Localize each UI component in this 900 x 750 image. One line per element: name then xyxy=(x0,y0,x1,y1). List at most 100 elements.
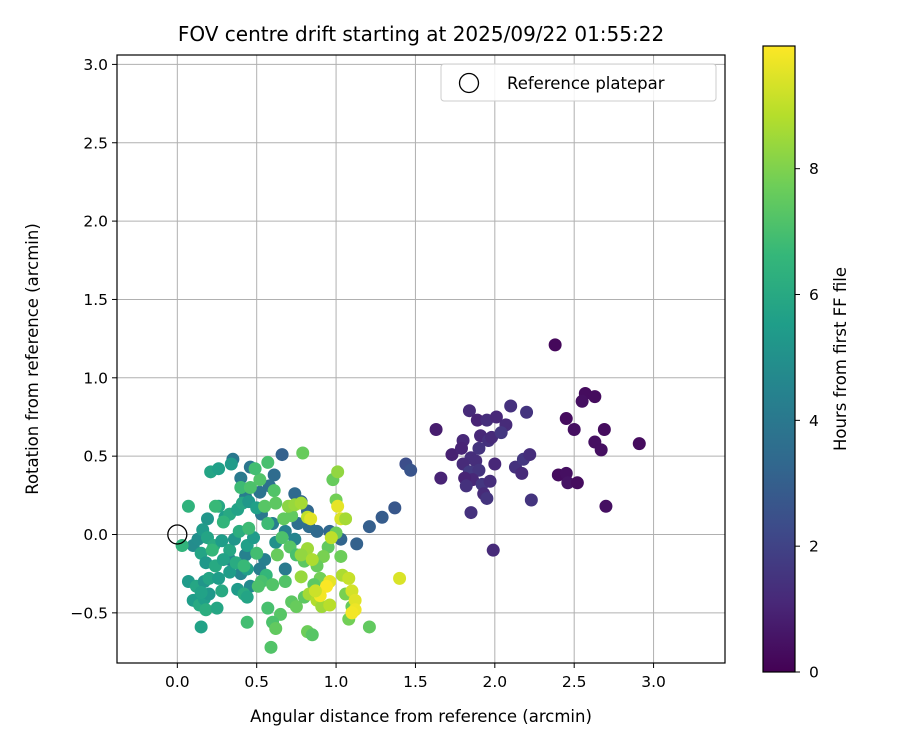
data-point xyxy=(205,543,219,557)
data-point xyxy=(215,534,229,548)
data-point xyxy=(320,579,334,593)
colorbar-tick-label: 4 xyxy=(809,412,819,430)
data-point xyxy=(350,537,364,551)
data-point xyxy=(269,496,283,510)
colorbar-ticks: 0 2 4 6 8 xyxy=(795,160,819,682)
data-point xyxy=(567,423,581,437)
reference-layer xyxy=(167,524,188,545)
data-point xyxy=(393,571,407,585)
data-point xyxy=(324,531,338,545)
x-tick-label: 2.0 xyxy=(482,673,507,691)
data-point xyxy=(342,571,356,585)
colorbar-label: Hours from first FF file xyxy=(831,267,850,451)
colorbar-tick-label: 6 xyxy=(809,286,819,304)
data-point xyxy=(294,548,308,562)
data-point xyxy=(240,590,254,604)
data-point xyxy=(588,390,602,404)
colorbar xyxy=(762,45,796,673)
y-axis-ticks: −0.5 0.0 0.5 1.0 1.5 2.0 2.5 3.0 xyxy=(70,56,117,622)
data-point xyxy=(278,575,292,589)
data-point xyxy=(304,512,318,526)
data-point xyxy=(296,446,310,460)
data-point xyxy=(548,338,562,352)
data-point xyxy=(223,565,237,579)
legend-box xyxy=(440,63,717,102)
data-point xyxy=(275,448,289,462)
data-point xyxy=(362,520,376,534)
x-axis-ticks: 0.0 0.5 1.0 1.5 2.0 2.5 3.0 xyxy=(165,663,666,691)
legend-label-reference: Reference platepar xyxy=(507,74,665,93)
data-point xyxy=(632,437,646,451)
data-point xyxy=(486,543,500,557)
data-point xyxy=(194,585,208,599)
grid xyxy=(117,55,725,663)
data-point xyxy=(288,487,302,501)
x-axis-label: Angular distance from reference (arcmin) xyxy=(250,707,592,726)
data-point xyxy=(459,479,473,493)
data-point xyxy=(294,496,308,510)
data-point xyxy=(253,473,267,487)
data-point xyxy=(294,570,308,584)
data-point xyxy=(194,620,208,634)
data-point xyxy=(242,521,256,535)
data-point xyxy=(570,476,584,490)
data-point xyxy=(331,465,345,479)
reference-marker xyxy=(167,524,188,545)
data-point xyxy=(575,394,589,408)
x-tick-label: 3.0 xyxy=(641,673,666,691)
data-point xyxy=(269,622,283,636)
data-point xyxy=(216,553,230,567)
y-tick-label: 2.0 xyxy=(83,213,108,231)
data-point xyxy=(316,549,330,563)
colorbar-tick-label: 2 xyxy=(809,538,819,556)
data-point xyxy=(278,562,292,576)
data-point xyxy=(488,457,502,471)
data-point xyxy=(223,543,237,557)
data-point xyxy=(599,499,613,513)
data-point xyxy=(515,466,529,480)
x-tick-label: 0.0 xyxy=(165,673,190,691)
data-point xyxy=(445,448,459,462)
y-axis-label: Rotation from reference (arcmin) xyxy=(23,223,42,495)
legend-marker-reference xyxy=(458,72,480,94)
data-point xyxy=(175,538,189,552)
data-point xyxy=(181,499,195,513)
x-tick-label: 2.5 xyxy=(562,673,587,691)
data-point xyxy=(251,579,265,593)
data-point xyxy=(250,546,264,560)
data-point xyxy=(258,499,272,513)
data-point xyxy=(224,457,238,471)
data-point xyxy=(480,491,494,505)
y-tick-label: −0.5 xyxy=(70,604,108,622)
data-point xyxy=(264,640,278,654)
data-point xyxy=(308,584,322,598)
data-point xyxy=(212,462,226,476)
data-point xyxy=(348,593,362,607)
data-point xyxy=(561,476,575,490)
data-point xyxy=(240,615,254,629)
chart-title: FOV centre drift starting at 2025/09/22 … xyxy=(178,22,664,46)
y-tick-label: 0.5 xyxy=(83,448,108,466)
data-point xyxy=(454,441,468,455)
data-point xyxy=(243,480,257,494)
data-point xyxy=(524,493,538,507)
data-point xyxy=(200,512,214,526)
y-tick-label: 1.5 xyxy=(83,291,108,309)
data-points xyxy=(175,338,646,654)
data-point xyxy=(202,571,216,585)
data-point xyxy=(362,620,376,634)
legend: Reference platepar xyxy=(440,63,717,102)
data-point xyxy=(305,553,319,567)
data-point xyxy=(345,606,359,620)
data-point xyxy=(594,443,608,457)
data-point xyxy=(523,448,537,462)
data-point xyxy=(520,405,534,419)
colorbar-tick-label: 0 xyxy=(809,664,819,682)
data-point xyxy=(267,484,281,498)
data-point xyxy=(210,601,224,615)
data-point xyxy=(334,549,348,563)
data-point xyxy=(470,413,484,427)
data-point xyxy=(404,463,418,477)
data-point xyxy=(483,474,497,488)
